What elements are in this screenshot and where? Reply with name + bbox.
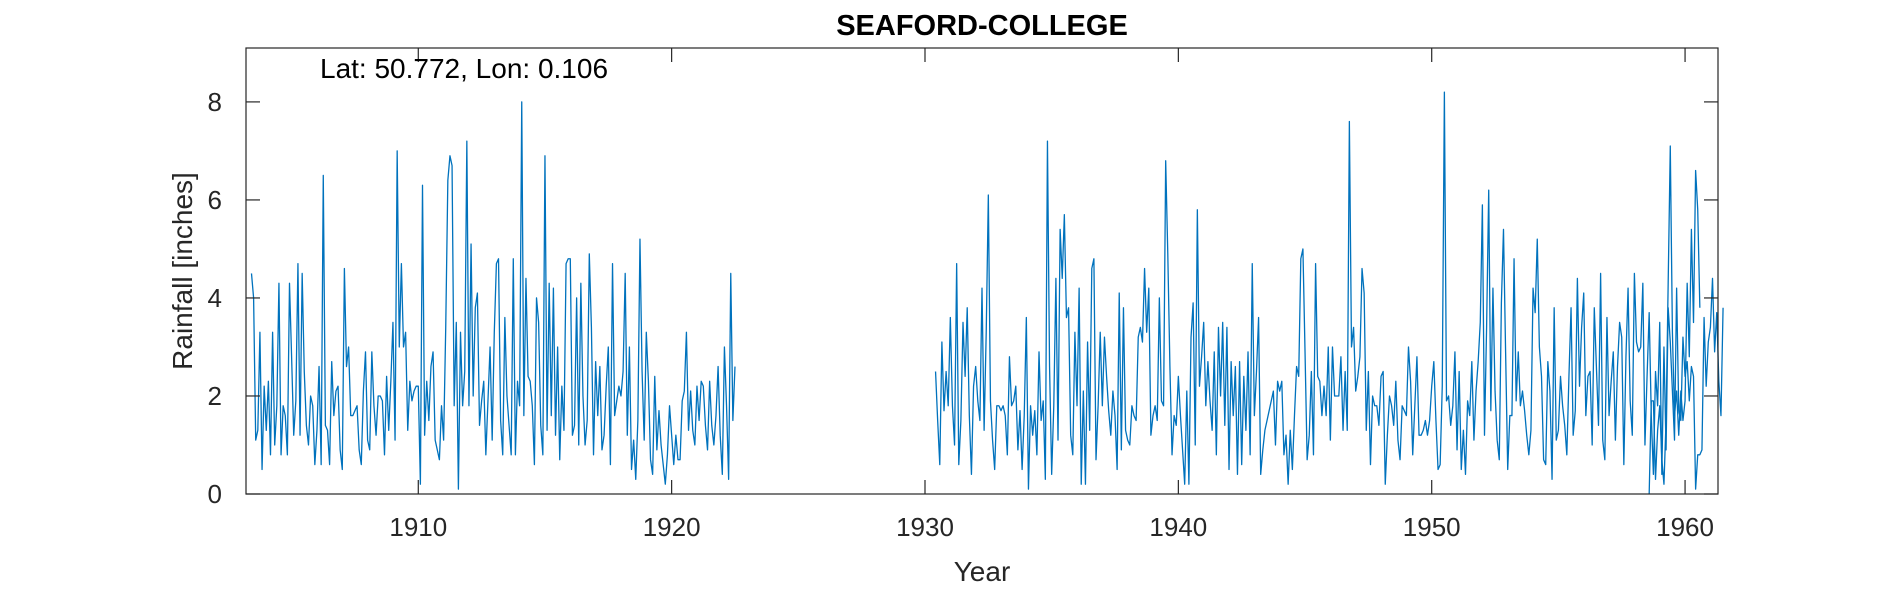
axes-frame	[245, 47, 1719, 495]
series-line-segment-3	[1648, 145, 1701, 495]
x-tick-label: 1930	[896, 512, 954, 542]
axes-layer	[245, 47, 1719, 495]
x-tick-label: 1960	[1656, 512, 1714, 542]
ticks-layer: 1910 1920 1930 1940 1950 1960 0 2 4 6 8	[208, 48, 1718, 542]
x-tick-label: 1940	[1149, 512, 1207, 542]
y-tick-label: 4	[208, 283, 222, 313]
y-tick-label: 8	[208, 87, 222, 117]
location-annotation: Lat: 50.772, Lon: 0.106	[320, 53, 608, 84]
y-axis-label: Rainfall [inches]	[167, 172, 198, 370]
x-axis-label: Year	[954, 556, 1011, 587]
y-tick-label: 2	[208, 381, 222, 411]
series-line-segment-1	[250, 101, 736, 490]
y-tick-label: 0	[208, 479, 222, 509]
series-line-segment-2	[934, 91, 1724, 490]
y-tick-label: 6	[208, 185, 222, 215]
x-tick-label: 1910	[389, 512, 447, 542]
series-layer	[250, 91, 1724, 495]
x-tick-label: 1950	[1403, 512, 1461, 542]
x-tick-label: 1920	[643, 512, 701, 542]
chart-title: SEAFORD-COLLEGE	[836, 10, 1128, 42]
